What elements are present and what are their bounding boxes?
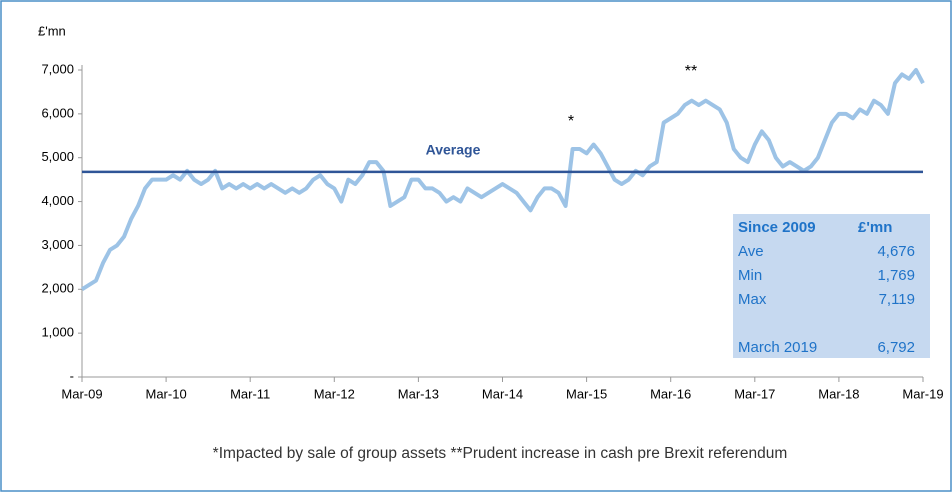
x-tick-label: Mar-14 [482, 386, 523, 401]
y-tick-label: 7,000 [41, 61, 74, 76]
line [80, 68, 925, 291]
y-tick-label: 3,000 [41, 237, 74, 252]
table-header: £'mn [858, 219, 892, 236]
y-tick-label: 1,000 [41, 325, 74, 340]
table-cell: 4,676 [877, 243, 915, 260]
x-tick-label: Mar-17 [734, 386, 775, 401]
table-cell: Ave [738, 243, 764, 260]
annotation: * [568, 113, 574, 130]
table-cell: 7,119 [879, 291, 915, 308]
x-tick-label: Mar-12 [314, 386, 355, 401]
y-tick-label: - [70, 368, 74, 383]
x-tick-label: Mar-18 [818, 386, 859, 401]
x-tick-label: Mar-13 [398, 386, 439, 401]
table-cell: Max [738, 291, 767, 308]
y-tick-label: 5,000 [41, 149, 74, 164]
annotation: ** [685, 63, 697, 80]
table-cell: 1,769 [877, 267, 915, 284]
table-cell: Min [738, 267, 762, 284]
table-cell: March 2019 [738, 339, 817, 356]
y-tick-label: 6,000 [41, 105, 74, 120]
table-cell: 6,792 [877, 339, 915, 356]
x-tick-label: Mar-11 [230, 386, 270, 401]
x-tick-label: Mar-09 [61, 386, 102, 401]
x-tick-label: Mar-19 [902, 386, 943, 401]
summary-box [733, 214, 930, 358]
x-tick-label: Mar-16 [650, 386, 691, 401]
table-header: Since 2009 [738, 219, 816, 236]
x-tick-label: Mar-10 [146, 386, 187, 401]
y-tick-label: 4,000 [41, 193, 74, 208]
average-label: Average [426, 142, 481, 158]
footnote: *Impacted by sale of group assets **Prud… [213, 445, 788, 462]
y-tick-label: 2,000 [41, 281, 74, 296]
x-tick-label: Mar-15 [566, 386, 607, 401]
y-axis-label: £'mn [38, 23, 66, 38]
